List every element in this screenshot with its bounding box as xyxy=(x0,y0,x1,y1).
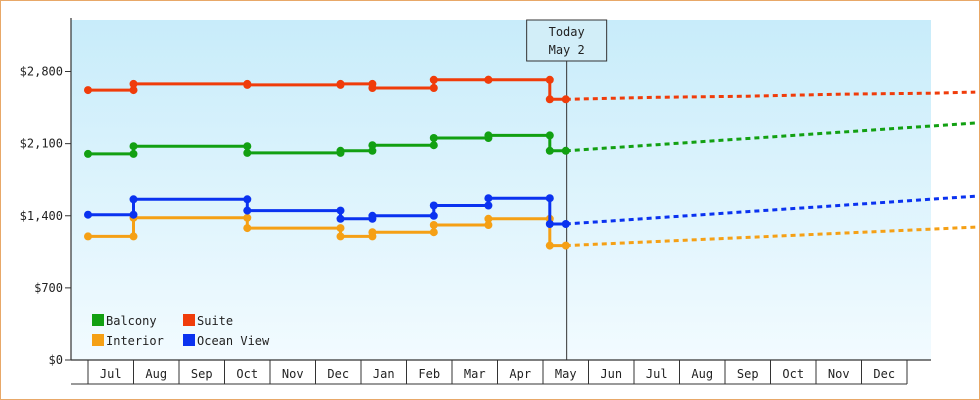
data-point-ocean-view xyxy=(429,201,438,210)
x-tick-label: Nov xyxy=(828,367,850,381)
series-lines xyxy=(84,75,976,250)
data-point-interior xyxy=(484,214,493,223)
data-point-interior xyxy=(336,224,345,233)
data-point-interior xyxy=(545,241,554,250)
data-point-suite xyxy=(545,75,554,84)
x-tick-label: May xyxy=(555,367,577,381)
data-point-suite xyxy=(545,95,554,104)
data-point-suite xyxy=(368,84,377,92)
x-tick-label: Aug xyxy=(145,367,167,381)
data-point-balcony xyxy=(368,146,377,155)
data-point-balcony xyxy=(243,142,252,151)
data-point-balcony xyxy=(84,149,92,158)
data-point-balcony xyxy=(368,141,377,150)
x-tick-label: Jun xyxy=(600,367,622,381)
legend-label-interior: Interior xyxy=(106,334,164,348)
legend-swatch-interior xyxy=(92,334,104,346)
data-point-suite xyxy=(84,86,92,95)
data-point-suite xyxy=(129,79,138,88)
data-point-ocean-view xyxy=(368,211,377,220)
x-tick-label: Sep xyxy=(191,367,213,381)
x-tick-label: Oct xyxy=(782,367,804,381)
forecast-line-balcony xyxy=(565,121,976,153)
today-date: May 2 xyxy=(549,43,585,57)
legend-label-suite: Suite xyxy=(197,314,233,328)
data-point-ocean-view xyxy=(243,195,252,204)
legend: Balcony Suite Interior Ocean View xyxy=(92,314,270,348)
data-point-balcony xyxy=(561,146,570,155)
data-point-ocean-view xyxy=(484,201,493,210)
data-point-balcony xyxy=(129,149,138,158)
data-point-suite xyxy=(484,75,493,84)
legend-swatch-balcony xyxy=(92,314,104,326)
data-point-ocean-view xyxy=(243,206,252,215)
today-label-box xyxy=(526,19,608,62)
forecast-line-ocean-view xyxy=(565,194,976,226)
today-label: Today xyxy=(549,25,585,39)
data-point-interior xyxy=(243,213,252,222)
data-point-suite xyxy=(429,84,438,92)
data-point-interior xyxy=(243,224,252,233)
data-point-suite xyxy=(129,86,138,95)
data-point-ocean-view xyxy=(545,220,554,228)
y-tick-label: $0 xyxy=(49,353,63,367)
data-point-ocean-view xyxy=(561,220,570,228)
data-point-suite xyxy=(561,95,570,104)
x-tick-label: Mar xyxy=(464,367,486,381)
data-point-balcony xyxy=(484,131,493,140)
data-point-ocean-view xyxy=(336,214,345,223)
x-tick-label: Feb xyxy=(418,367,440,381)
x-tick-label: Aug xyxy=(691,367,713,381)
data-point-ocean-view xyxy=(484,194,493,203)
y-tick-label: $1,400 xyxy=(20,209,63,223)
legend-label-balcony: Balcony xyxy=(106,314,157,328)
x-tick-label: Apr xyxy=(509,367,531,381)
data-point-interior xyxy=(129,232,138,241)
data-point-suite xyxy=(336,79,345,88)
data-point-interior xyxy=(336,232,345,241)
x-tick-label: Jan xyxy=(373,367,395,381)
data-point-ocean-view xyxy=(129,210,138,219)
today-marker: Today May 2 xyxy=(526,19,608,360)
x-tick-label: Sep xyxy=(737,367,759,381)
data-point-balcony xyxy=(545,146,554,155)
data-point-interior xyxy=(368,228,377,237)
data-point-balcony xyxy=(429,141,438,150)
legend-swatch-ocean-view xyxy=(183,334,195,346)
x-tick-label: Nov xyxy=(282,367,304,381)
data-point-interior xyxy=(484,221,493,229)
data-point-balcony xyxy=(243,148,252,157)
plot-background xyxy=(71,20,931,360)
x-tick-label: Dec xyxy=(327,367,349,381)
data-point-interior xyxy=(561,241,570,250)
data-point-balcony xyxy=(545,131,554,140)
x-tick-label: Jul xyxy=(646,367,668,381)
legend-label-ocean-view: Ocean View xyxy=(197,334,270,348)
data-point-interior xyxy=(429,228,438,237)
legend-swatch-suite xyxy=(183,314,195,326)
data-point-balcony xyxy=(129,142,138,151)
y-tick-label: $2,800 xyxy=(20,65,63,79)
data-point-ocean-view xyxy=(84,210,92,219)
data-point-interior xyxy=(429,221,438,229)
data-point-suite xyxy=(429,75,438,84)
x-tick-label: Dec xyxy=(873,367,895,381)
y-axis: $0 $700 $1,400 $2,100 $2,800 xyxy=(20,18,72,367)
data-point-ocean-view xyxy=(545,194,554,203)
data-point-suite xyxy=(243,80,252,89)
data-point-ocean-view xyxy=(129,195,138,204)
data-point-balcony xyxy=(429,134,438,142)
data-point-ocean-view xyxy=(336,206,345,215)
y-tick-label: $2,100 xyxy=(20,137,63,151)
data-point-ocean-view xyxy=(429,211,438,220)
forecast-line-suite xyxy=(565,90,976,101)
x-tick-label: Jul xyxy=(100,367,122,381)
data-point-balcony xyxy=(336,146,345,155)
y-tick-label: $700 xyxy=(34,281,63,295)
x-axis: Jul Aug Sep Oct Nov Dec Jan Feb Mar Apr May Jun Jul A… xyxy=(71,359,931,385)
x-tick-label: Oct xyxy=(236,367,258,381)
forecast-line-interior xyxy=(565,225,976,248)
data-point-interior xyxy=(84,232,92,241)
